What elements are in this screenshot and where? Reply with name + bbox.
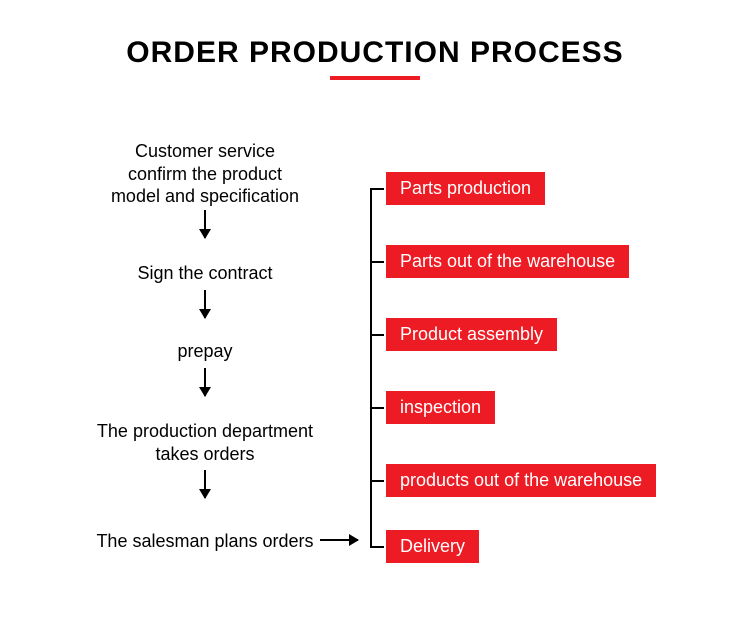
right-box-2: Parts out of the warehouse: [386, 245, 629, 278]
bracket-tick-2: [370, 261, 384, 263]
left-step-2: Sign the contract: [105, 262, 305, 285]
bracket-tick-1: [370, 188, 384, 190]
left-step-1: Customer serviceconfirm the productmodel…: [75, 140, 335, 208]
left-step-5: The salesman plans orders: [55, 530, 355, 553]
bracket-tick-4: [370, 407, 384, 409]
bracket-tick-5: [370, 480, 384, 482]
right-box-6: Delivery: [386, 530, 479, 563]
right-box-5: products out of the warehouse: [386, 464, 656, 497]
bracket-tick-3: [370, 334, 384, 336]
arrow-down-1: [204, 210, 206, 238]
left-step-4: The production departmenttakes orders: [65, 420, 345, 465]
arrow-down-4: [204, 470, 206, 498]
right-box-1: Parts production: [386, 172, 545, 205]
right-box-3: Product assembly: [386, 318, 557, 351]
right-box-4: inspection: [386, 391, 495, 424]
arrow-down-2: [204, 290, 206, 318]
page-title: ORDER PRODUCTION PROCESS: [0, 36, 750, 70]
arrow-right-connector: [320, 539, 358, 541]
title-underline: [330, 76, 420, 80]
left-step-3: prepay: [145, 340, 265, 363]
bracket-tick-6: [370, 546, 384, 548]
arrow-down-3: [204, 368, 206, 396]
bracket-vertical: [370, 188, 372, 546]
